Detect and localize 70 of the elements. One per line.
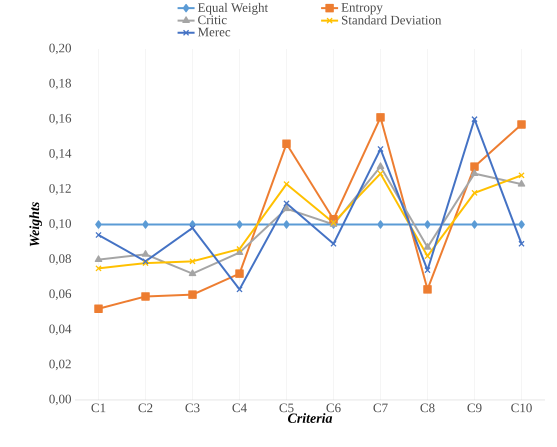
y-tick-label: 0,10 [49,219,71,230]
point [94,255,102,262]
point [518,172,525,179]
point [424,266,431,274]
x-tick-label: C4 [232,404,247,412]
point [283,200,290,207]
point [141,292,150,301]
point [470,169,478,176]
legend-label: Standard Deviation [342,15,442,24]
y-axis-title: Weights [29,202,42,246]
x-axis-title: Criteria [288,413,332,423]
point [189,258,196,265]
point [142,220,149,229]
x-tick-label: C10 [511,404,532,412]
y-tick-label: 0,04 [49,324,72,336]
legend-label: Critic [198,16,227,24]
point [142,250,150,257]
y-tick-label: 0,18 [49,78,71,90]
point [236,246,243,252]
y-tick-label: 0,02 [49,360,71,370]
point [95,265,102,272]
x-tick-label: C6 [326,404,341,412]
y-tick-label: 0,12 [49,184,71,195]
y-tick-label: 0,08 [49,254,71,265]
x-tick-label: C8 [420,404,435,412]
point [189,224,196,232]
point [517,120,526,129]
point [283,220,290,229]
point [236,220,243,229]
y-tick-label: 0,14 [49,148,72,160]
y-tick-label: 0,20 [49,44,71,54]
y-tick-label: 0,16 [49,114,72,124]
point [94,304,103,313]
point [235,269,244,278]
x-tick-label: C9 [467,404,482,412]
point [282,204,290,212]
legend-label: Merec [198,28,230,36]
point [518,220,525,229]
point [188,290,197,299]
y-tick-label: 0,06 [49,289,72,300]
point [470,162,479,171]
point [95,220,102,229]
x-tick-label: C3 [185,404,200,412]
point [471,116,478,122]
x-tick-label: C2 [138,404,152,412]
point [377,220,384,229]
point [377,146,384,152]
x-tick-label: C7 [373,404,388,412]
point [471,190,478,196]
point [518,240,525,247]
point [236,286,243,293]
point [330,240,337,247]
point [424,243,432,250]
point [424,220,431,229]
point [377,170,384,177]
legend-label: Entropy [341,3,383,14]
point [376,113,385,122]
legend-label: Equal Weight [198,2,268,15]
point [188,269,196,276]
point [95,232,102,238]
y-tick-label: 0,00 [49,394,71,406]
x-tick-label: C5 [279,404,294,412]
point [283,180,290,188]
x-tick-label: C1 [91,404,106,412]
point [424,252,431,260]
point [518,180,526,187]
point [423,285,432,294]
point [376,162,384,170]
point [282,140,291,148]
point [471,220,478,229]
